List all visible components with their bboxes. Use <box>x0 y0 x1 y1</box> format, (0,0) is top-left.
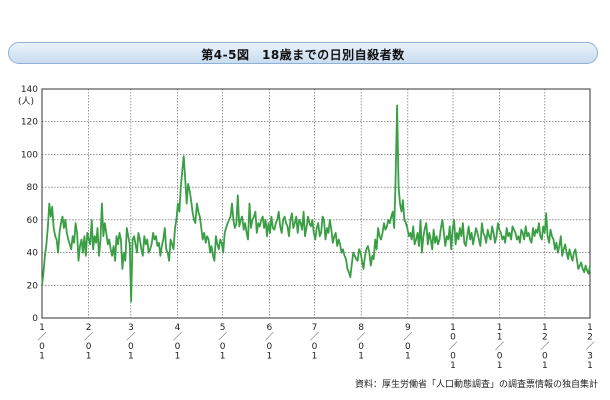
y-tick-label: 100 <box>21 150 38 160</box>
figure-title-bar: 第4-5図 18歳までの日別自殺者数 <box>8 42 598 64</box>
x-tick-char: ／ <box>357 332 366 343</box>
x-tick-char: 6 <box>266 323 272 333</box>
x-tick-label: 12／01 <box>540 323 549 371</box>
x-tick-char: ／ <box>37 332 46 343</box>
x-tick-char: 1 <box>175 352 181 362</box>
x-tick-char: 1 <box>497 361 503 371</box>
x-tick-char: 1 <box>358 352 364 362</box>
x-tick-char: 0 <box>405 342 411 352</box>
x-tick-label: 1／01 <box>37 323 46 362</box>
y-axis-label: (人) <box>18 96 34 107</box>
x-tick-char: 0 <box>450 333 456 343</box>
x-tick-label: 6／01 <box>265 323 274 362</box>
x-tick-char: ／ <box>265 332 274 343</box>
x-axis: 1／012／013／014／015／016／017／018／019／0110／0… <box>37 323 594 371</box>
plot-frame <box>41 88 591 319</box>
x-tick-char: 0 <box>312 342 318 352</box>
x-tick-char: ／ <box>585 341 594 352</box>
x-tick-char: 3 <box>128 323 134 333</box>
x-tick-char: 1 <box>542 323 548 333</box>
x-tick-label: 5／01 <box>218 323 227 362</box>
x-tick-label: 12／31 <box>585 323 594 371</box>
x-tick-char: 0 <box>39 342 45 352</box>
y-axis: 0 20 40 60 80 100 120 140 <box>21 85 38 324</box>
x-tick-char: 1 <box>497 333 503 343</box>
x-tick-label: 8／01 <box>357 323 366 362</box>
x-tick-char: ／ <box>84 332 93 343</box>
x-tick-char: 0 <box>497 352 503 362</box>
y-tick-label: 20 <box>27 281 39 291</box>
x-tick-char: 1 <box>220 352 226 362</box>
x-tick-label: 2／01 <box>84 323 93 362</box>
y-tick-label: 140 <box>21 85 38 95</box>
series-line <box>41 104 591 303</box>
x-tick-char: 0 <box>358 342 364 352</box>
x-tick-char: 0 <box>128 342 134 352</box>
x-tick-char: 0 <box>220 342 226 352</box>
x-tick-label: 7／01 <box>310 323 319 362</box>
x-tick-char: ／ <box>540 341 549 352</box>
x-tick-char: 1 <box>312 352 318 362</box>
x-tick-char: 2 <box>86 323 92 333</box>
x-tick-char: ／ <box>126 332 135 343</box>
x-tick-char: 1 <box>39 323 45 333</box>
x-tick-char: 1 <box>450 361 456 371</box>
x-tick-char: 1 <box>587 361 593 371</box>
x-tick-char: 1 <box>405 352 411 362</box>
x-tick-char: ／ <box>403 332 412 343</box>
y-tick-label: 40 <box>27 249 39 259</box>
x-tick-char: 1 <box>39 352 45 362</box>
x-tick-char: 1 <box>128 352 134 362</box>
x-tick-char: 0 <box>266 342 272 352</box>
y-tick-label: 0 <box>32 314 38 324</box>
x-tick-char: ／ <box>218 332 227 343</box>
x-tick-label: 10／01 <box>448 323 457 371</box>
x-tick-char: 2 <box>587 333 593 343</box>
y-tick-label: 80 <box>27 183 39 193</box>
x-tick-char: 1 <box>86 352 92 362</box>
y-tick-label: 60 <box>27 216 39 226</box>
x-tick-char: 0 <box>86 342 92 352</box>
x-tick-label: 11／01 <box>495 323 504 371</box>
x-tick-label: 9／01 <box>403 323 412 362</box>
x-tick-label: 3／01 <box>126 323 135 362</box>
x-tick-char: 1 <box>266 352 272 362</box>
x-tick-label: 4／01 <box>173 323 182 362</box>
figure-title: 第4-5図 18歳までの日別自殺者数 <box>201 48 405 62</box>
x-tick-char: 1 <box>450 323 456 333</box>
x-tick-char: 1 <box>542 361 548 371</box>
x-tick-char: 9 <box>405 323 411 333</box>
x-tick-char: ／ <box>495 341 504 352</box>
data-source-note: 資料：厚生労働省「人口動態調査」の調査票情報の独自集計 <box>354 380 598 390</box>
x-tick-char: 0 <box>542 352 548 362</box>
x-tick-char: 0 <box>175 342 181 352</box>
chart-grid <box>41 88 591 319</box>
x-tick-char: 0 <box>450 352 456 362</box>
x-tick-char: 1 <box>587 323 593 333</box>
x-tick-char: 3 <box>587 352 593 362</box>
y-tick-label: 120 <box>21 118 38 128</box>
x-tick-char: ／ <box>448 341 457 352</box>
x-tick-char: 7 <box>312 323 318 333</box>
x-tick-char: ／ <box>310 332 319 343</box>
x-tick-char: ／ <box>173 332 182 343</box>
x-tick-char: 8 <box>358 323 364 333</box>
x-tick-char: 4 <box>175 323 181 333</box>
x-tick-char: 2 <box>542 333 548 343</box>
x-tick-char: 1 <box>497 323 503 333</box>
x-tick-char: 5 <box>220 323 226 333</box>
